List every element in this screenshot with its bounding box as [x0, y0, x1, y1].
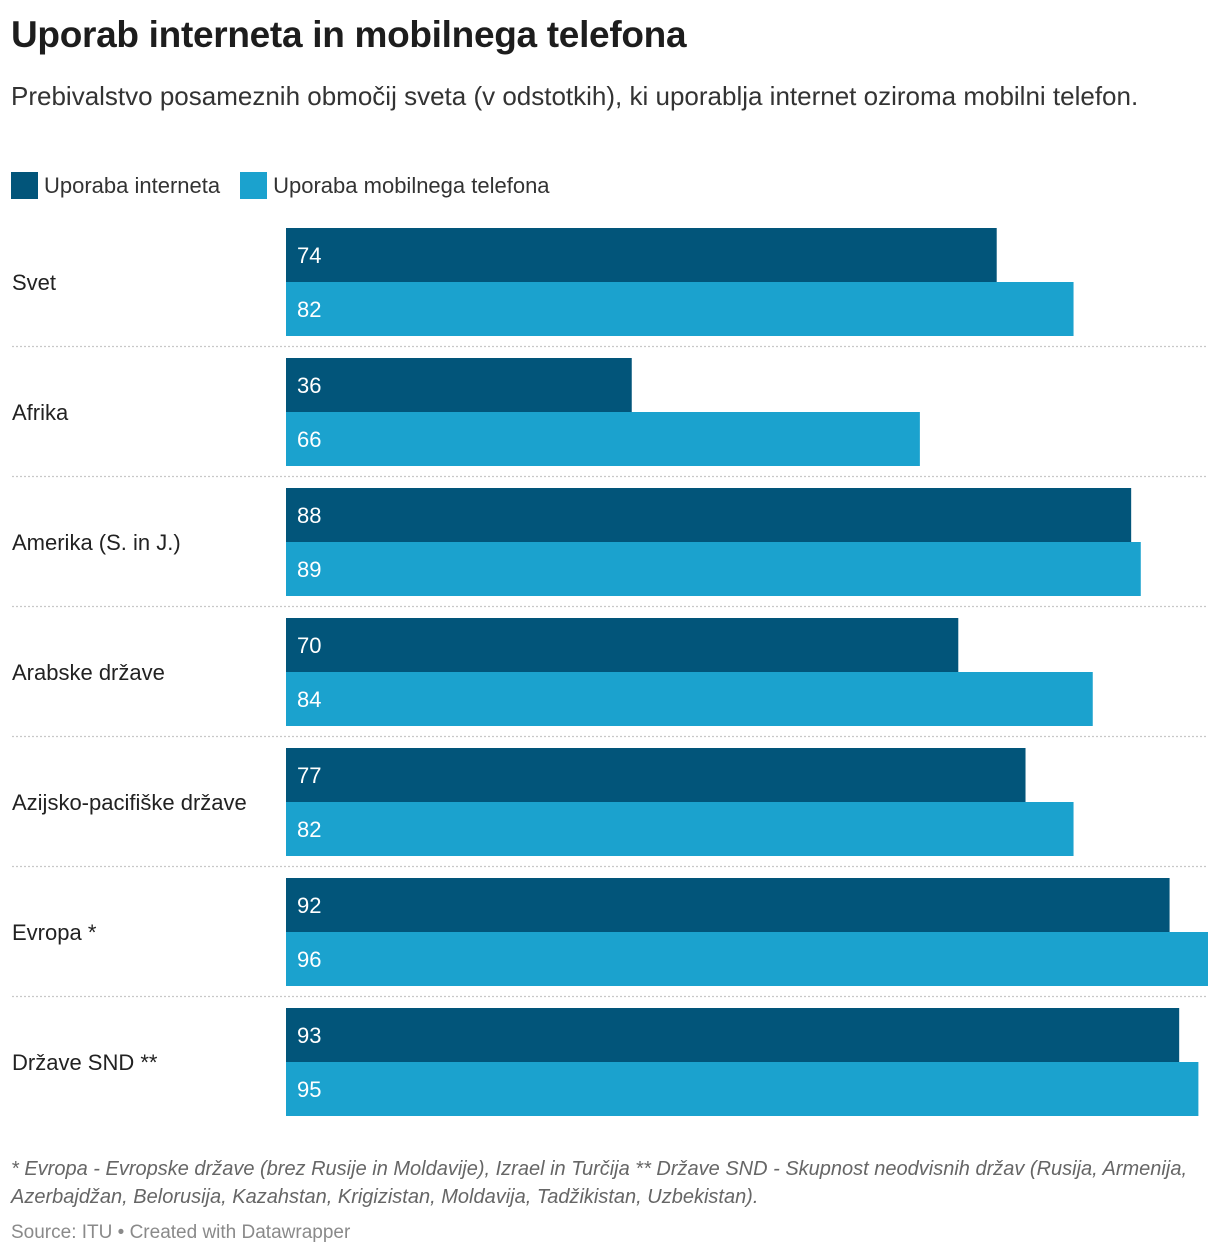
bar-mobile	[286, 1062, 1199, 1116]
category-label: Evropa *	[12, 920, 97, 945]
value-label: 92	[297, 893, 321, 918]
legend-label-mobile: Uporaba mobilnega telefona	[273, 172, 550, 198]
footnotes: * Evropa - Evropske države (brez Rusije …	[11, 1158, 1187, 1208]
legend-item-internet: Uporaba interneta	[11, 172, 220, 199]
value-label: 95	[297, 1077, 321, 1102]
value-label: 84	[297, 687, 321, 712]
value-label: 77	[297, 763, 321, 788]
legend-swatch-internet	[11, 172, 38, 199]
bar-internet	[286, 1008, 1180, 1062]
bar-mobile	[286, 932, 1208, 986]
bar-mobile	[286, 282, 1074, 336]
category-label: Amerika (S. in J.)	[12, 530, 181, 555]
bar-group-amerika-s-in-j: Amerika (S. in J.) 88 89	[12, 488, 1141, 596]
bar-group-drzave-snd: Države SND ** 93 95	[12, 1008, 1199, 1116]
bar-internet	[286, 618, 959, 672]
value-label: 93	[297, 1023, 321, 1048]
value-label: 82	[297, 297, 321, 322]
category-label: Afrika	[12, 400, 69, 425]
bar-mobile	[286, 542, 1141, 596]
legend-swatch-mobile	[240, 172, 268, 199]
category-label: Azijsko-pacifiške države	[12, 790, 247, 815]
bar-mobile	[286, 672, 1093, 726]
chart-subtitle: Prebivalstvo posameznih območij sveta (v…	[11, 81, 1139, 111]
bar-internet	[286, 488, 1132, 542]
bar-group-azijsko-pacifiske-drzave: Azijsko-pacifiške države 77 82	[12, 748, 1074, 856]
category-label: Svet	[12, 270, 56, 295]
source-credit: Source: ITU • Created with Datawrapper	[11, 1222, 351, 1243]
category-label: Države SND **	[12, 1050, 158, 1075]
bar-group-evropa: Evropa * 92 96	[12, 878, 1208, 986]
legend-label-internet: Uporaba interneta	[44, 172, 221, 198]
bar-group-arabske-drzave: Arabske države 70 84	[12, 618, 1093, 726]
bar-mobile	[286, 802, 1074, 856]
bar-group-svet: Svet 74 82	[12, 228, 1074, 336]
value-label: 74	[297, 243, 321, 268]
value-label: 70	[297, 633, 321, 658]
bar-internet	[286, 748, 1026, 802]
bar-mobile	[286, 412, 920, 466]
bar-chart: Svet 74 82 Afrika 36 66 Amerika (S. in J.) 88 89…	[12, 228, 1208, 1116]
value-label: 36	[297, 373, 321, 398]
value-label: 82	[297, 817, 321, 842]
value-label: 88	[297, 503, 321, 528]
bar-group-afrika: Afrika 36 66	[12, 358, 920, 466]
bar-internet	[286, 358, 632, 412]
category-label: Arabske države	[12, 660, 165, 685]
value-label: 89	[297, 557, 321, 582]
bar-internet	[286, 878, 1170, 932]
chart-title: Uporab interneta in mobilnega telefona	[11, 14, 687, 55]
bar-internet	[286, 228, 997, 282]
legend: Uporaba interneta Uporaba mobilnega tele…	[11, 172, 570, 199]
value-label: 96	[297, 947, 321, 972]
value-label: 66	[297, 427, 321, 452]
legend-item-mobile: Uporaba mobilnega telefona	[240, 172, 550, 199]
